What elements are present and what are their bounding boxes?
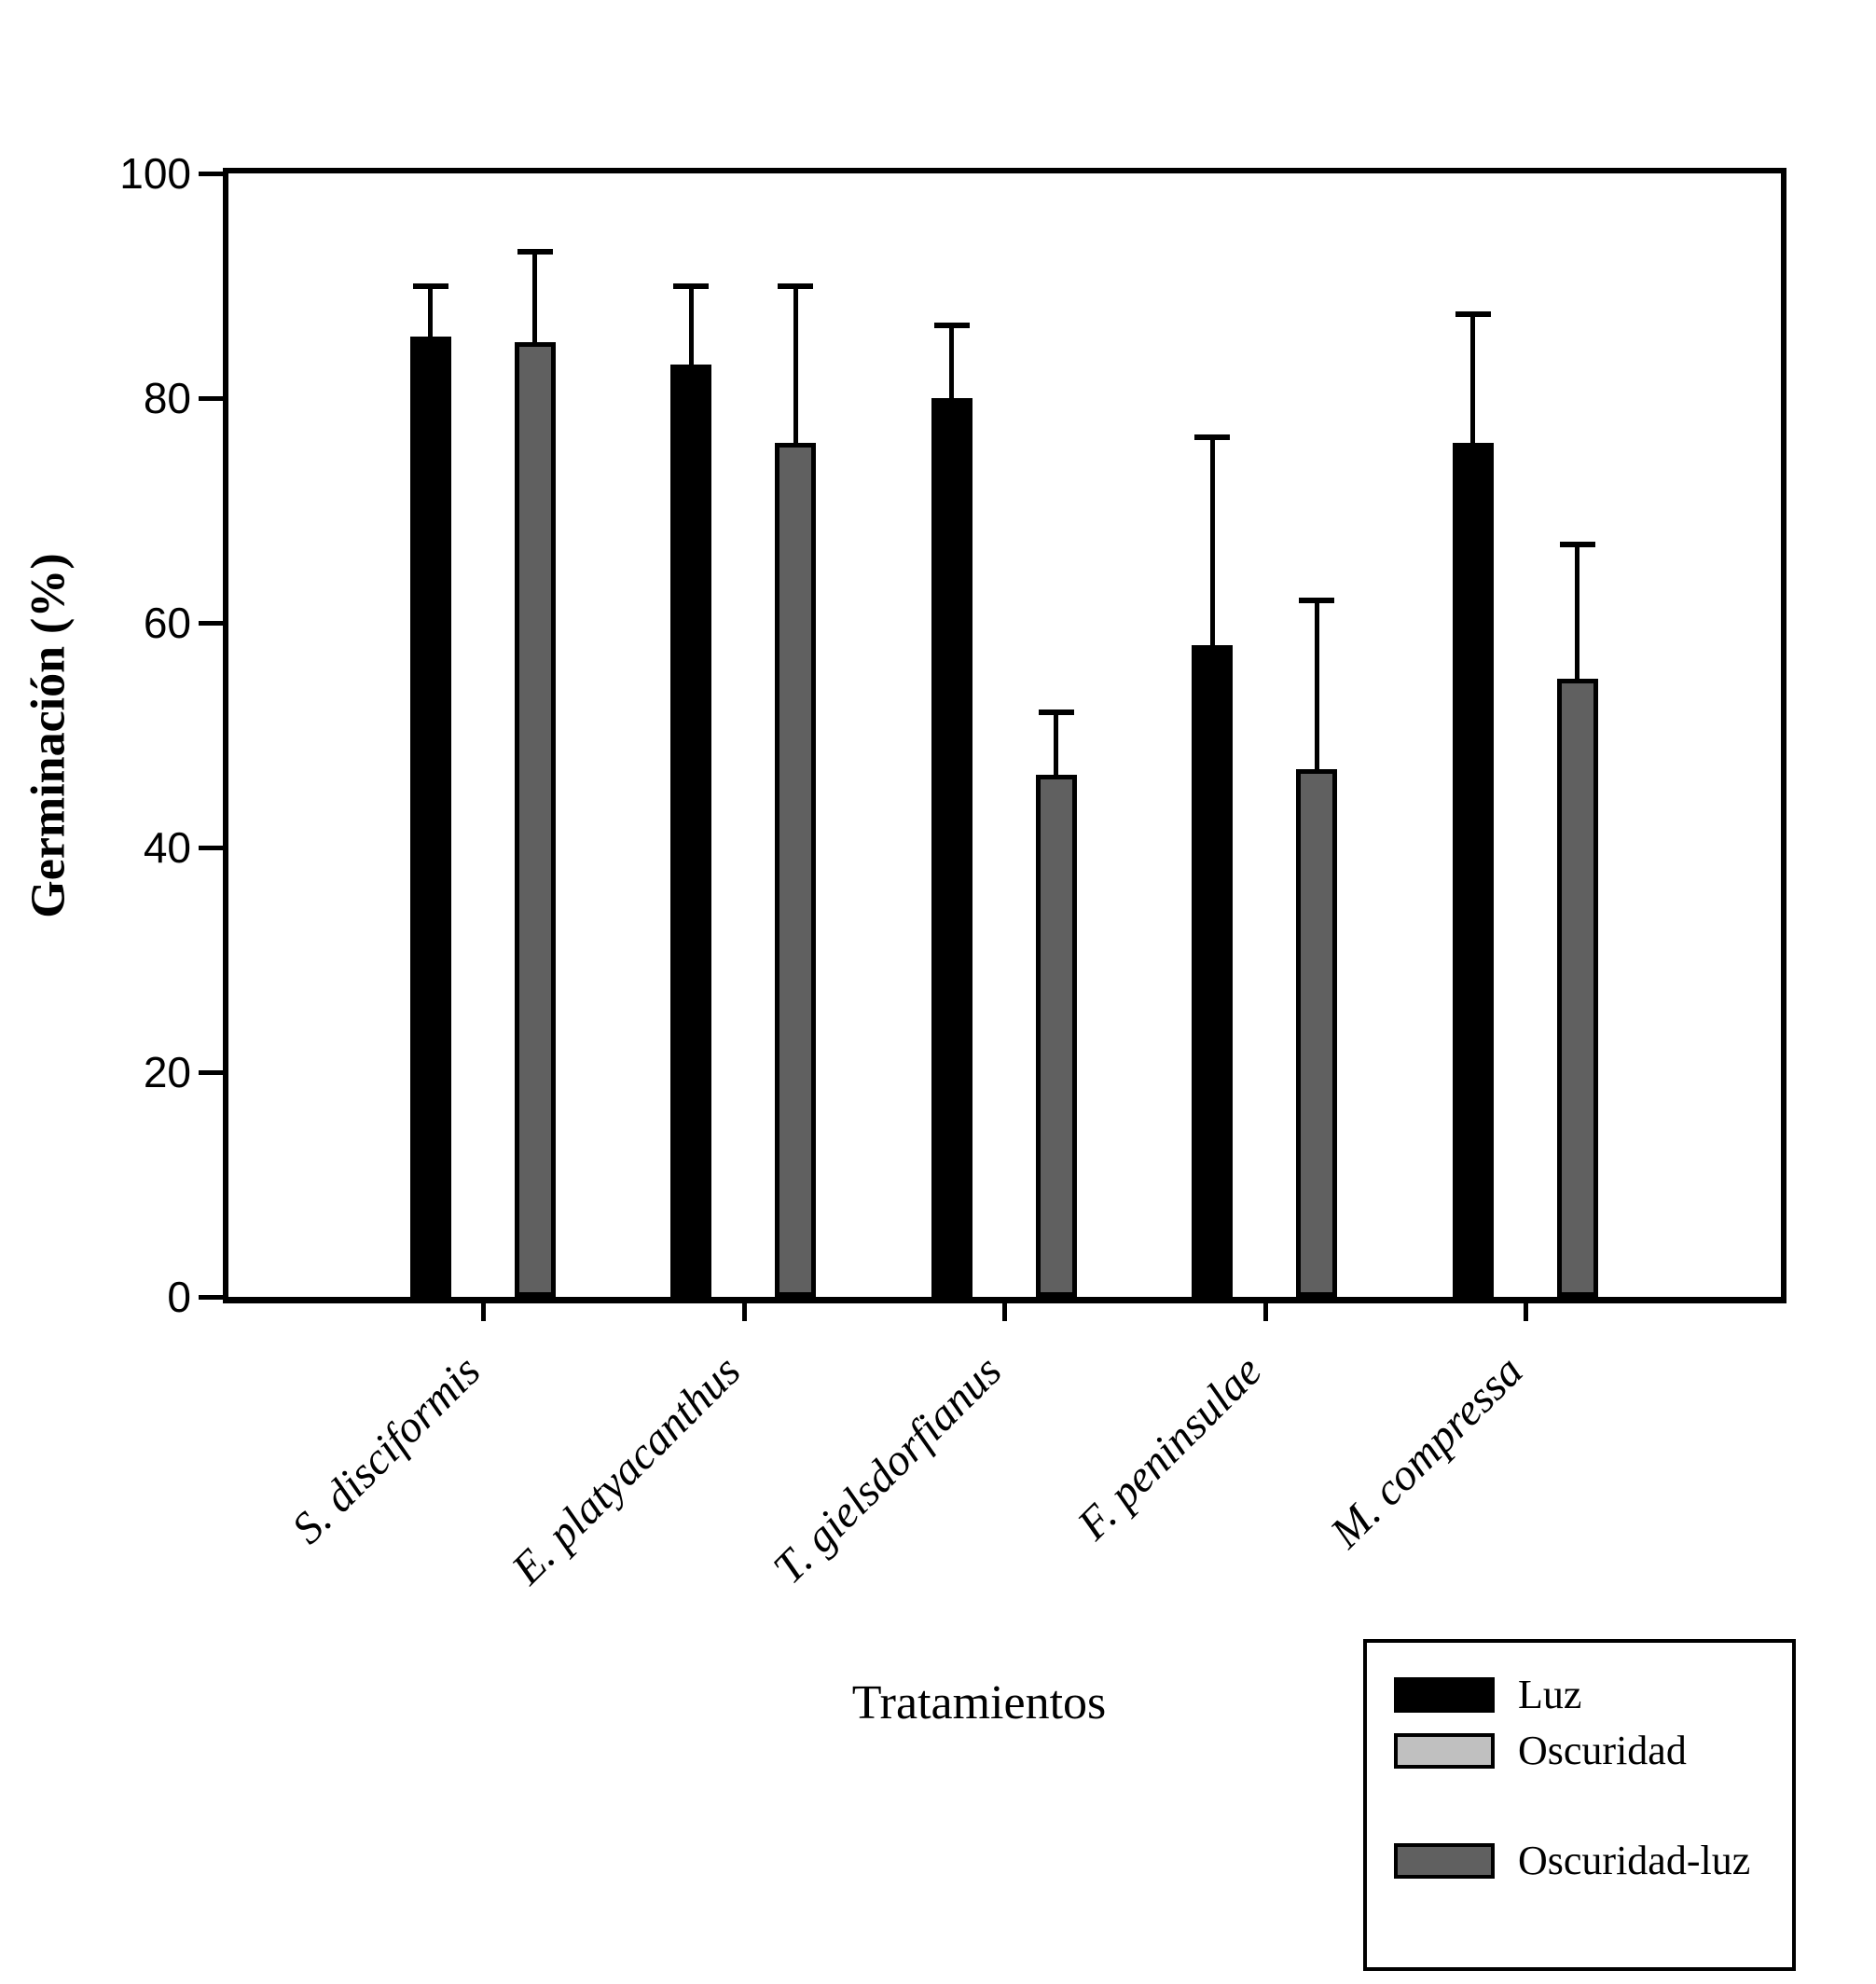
error-bar-cap	[673, 282, 709, 289]
legend-swatch-oscuridad-luz	[1394, 1843, 1495, 1879]
y-tick-label: 80	[143, 374, 191, 422]
bar-luz-1	[409, 336, 451, 1297]
error-bar-stem	[1575, 544, 1579, 680]
legend-label-luz: Luz	[1518, 1672, 1582, 1717]
legend-box: Luz Oscuridad Oscuridad-luz	[1363, 1639, 1796, 1971]
error-bar-stem	[1054, 712, 1058, 775]
x-axis-title: Tratamientos	[851, 1676, 1107, 1729]
y-axis-tick	[199, 395, 223, 401]
legend-item-oscuridad-luz: Oscuridad-luz	[1367, 1838, 1792, 1884]
error-bar-cap	[1455, 310, 1491, 317]
y-axis-tick	[199, 845, 223, 850]
error-bar-cap	[1038, 710, 1074, 716]
bar-oscuridad-luz-4	[1296, 768, 1337, 1297]
legend-swatch-oscuridad	[1394, 1733, 1495, 1769]
legend-item-oscuridad: Oscuridad	[1367, 1728, 1792, 1774]
y-tick-label: 0	[167, 1273, 191, 1321]
x-axis-tick	[741, 1303, 747, 1321]
bar-oscuridad-luz-3	[1035, 774, 1077, 1297]
y-axis-title: Germinación (%)	[21, 553, 76, 918]
x-axis-tick	[1524, 1303, 1528, 1321]
bar-luz-4	[1192, 645, 1233, 1297]
legend-item-luz: Luz	[1367, 1672, 1792, 1718]
legend-label-oscuridad: Oscuridad	[1518, 1728, 1687, 1773]
error-bar-cap	[517, 249, 553, 255]
y-tick-label: 100	[119, 149, 191, 198]
error-bar-cap	[778, 282, 813, 289]
error-bar-cap	[1299, 597, 1334, 603]
x-axis-tick	[1262, 1303, 1268, 1321]
error-bar-stem	[1209, 437, 1215, 646]
y-axis-tick	[199, 620, 223, 626]
y-axis-tick	[199, 171, 223, 176]
error-bar-stem	[793, 285, 798, 444]
bar-oscuridad-luz-5	[1556, 679, 1598, 1297]
error-bar-cap	[1194, 434, 1230, 441]
y-tick-label: 20	[143, 1048, 191, 1096]
legend-label-oscuridad-luz: Oscuridad-luz	[1518, 1838, 1751, 1883]
bar-oscuridad-luz-1	[514, 341, 556, 1297]
error-bar-stem	[1314, 599, 1319, 769]
y-axis-tick	[199, 1069, 223, 1075]
bar-luz-5	[1452, 443, 1494, 1297]
error-bar-cap	[1559, 541, 1595, 547]
error-bar-stem	[532, 252, 537, 342]
plot-area	[223, 168, 1786, 1303]
error-bar-stem	[428, 285, 433, 337]
bar-luz-2	[670, 364, 711, 1297]
error-bar-cap	[933, 322, 970, 328]
error-bar-stem	[1470, 313, 1475, 444]
x-axis-tick	[481, 1303, 486, 1321]
bar-oscuridad-luz-2	[775, 443, 816, 1297]
x-axis-tick	[1002, 1303, 1007, 1321]
legend-swatch-luz	[1394, 1677, 1495, 1713]
error-bar-cap	[412, 282, 448, 289]
error-bar-stem	[688, 285, 694, 365]
y-tick-label: 60	[143, 599, 191, 647]
bar-luz-3	[931, 398, 972, 1297]
error-bar-stem	[949, 324, 954, 398]
y-tick-label: 40	[143, 823, 191, 872]
y-axis-tick	[199, 1294, 223, 1300]
